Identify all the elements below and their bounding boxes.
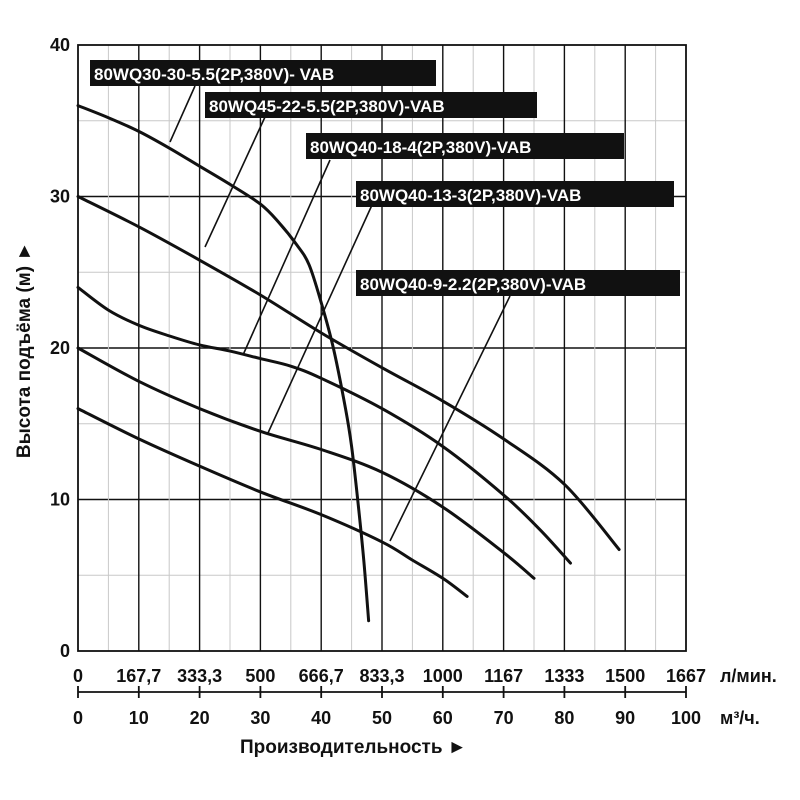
series-line-5 xyxy=(76,407,469,598)
x2-tick-label: 1167 xyxy=(484,666,523,686)
series-label-5: 80WQ40-9-2.2(2P,380V)-VAB xyxy=(360,275,586,294)
series-label-box-1 xyxy=(90,60,436,86)
x2-tick-label: 1000 xyxy=(423,666,463,686)
x2-axis-unit: л/мин. xyxy=(720,666,777,686)
series-label-1: 80WQ30-30-5.5(2P,380V)- VAB xyxy=(94,65,334,84)
series-label-box-3 xyxy=(306,133,624,159)
x2-tick-label: 833,3 xyxy=(359,666,404,686)
y-tick-label: 30 xyxy=(50,187,70,207)
plot-frame xyxy=(77,44,687,652)
y-tick-label: 40 xyxy=(50,35,70,55)
series-label-4: 80WQ40-13-3(2P,380V)-VAB xyxy=(360,186,581,205)
x2-tick-label: 1500 xyxy=(605,666,645,686)
y-axis-title: Высота подъёма (м) ► xyxy=(14,242,35,458)
x-axis-title: Производительность ► xyxy=(240,737,467,758)
x-tick-label: 60 xyxy=(433,708,453,728)
series-label-3: 80WQ40-18-4(2P,380V)-VAB xyxy=(310,138,531,157)
x2-tick-label: 0 xyxy=(73,666,83,686)
x-tick-label: 20 xyxy=(190,708,210,728)
x-tick-label: 40 xyxy=(311,708,331,728)
y-tick-label: 20 xyxy=(50,338,70,358)
series-label-box-4 xyxy=(356,181,674,207)
x2-tick-label: 1667 xyxy=(666,666,706,686)
leader-line-3 xyxy=(242,159,331,356)
x2-tick-label: 1333 xyxy=(544,666,584,686)
curve-labels: 80WQ30-30-5.5(2P,380V)- VAB 80WQ45-22-5.5… xyxy=(90,60,680,296)
x-tick-label: 100 xyxy=(671,708,701,728)
series-line-2 xyxy=(76,195,621,551)
x-tick-label: 30 xyxy=(250,708,270,728)
leader-line-1 xyxy=(169,85,196,143)
x2-tick-label: 666,7 xyxy=(299,666,344,686)
x-tick-label: 90 xyxy=(615,708,635,728)
series-line-3 xyxy=(76,285,572,565)
y-tick-label: 0 xyxy=(60,641,70,661)
x2-tick-label: 500 xyxy=(245,666,275,686)
x2-tick-label: 333,3 xyxy=(177,666,222,686)
series-label-box-2 xyxy=(205,92,537,118)
x-tick-label: 70 xyxy=(494,708,514,728)
x-tick-label: 0 xyxy=(73,708,83,728)
y-tick-label: 10 xyxy=(50,490,70,510)
x-tick-label: 50 xyxy=(372,708,392,728)
leader-line-4 xyxy=(267,204,373,434)
x-tick-label: 10 xyxy=(129,708,149,728)
x-axis-unit: м³/ч. xyxy=(720,708,760,728)
x-tick-label: 80 xyxy=(554,708,574,728)
series-label-2: 80WQ45-22-5.5(2P,380V)-VAB xyxy=(209,97,445,116)
leader-line-2 xyxy=(204,116,266,248)
series-line-4 xyxy=(76,346,536,580)
series-line-1 xyxy=(76,104,371,623)
axes xyxy=(77,44,687,698)
leader-line-5 xyxy=(389,295,511,542)
curves xyxy=(76,104,621,623)
series-label-box-5 xyxy=(356,270,680,296)
leader-lines xyxy=(169,85,511,542)
x2-tick-label: 167,7 xyxy=(116,666,161,686)
